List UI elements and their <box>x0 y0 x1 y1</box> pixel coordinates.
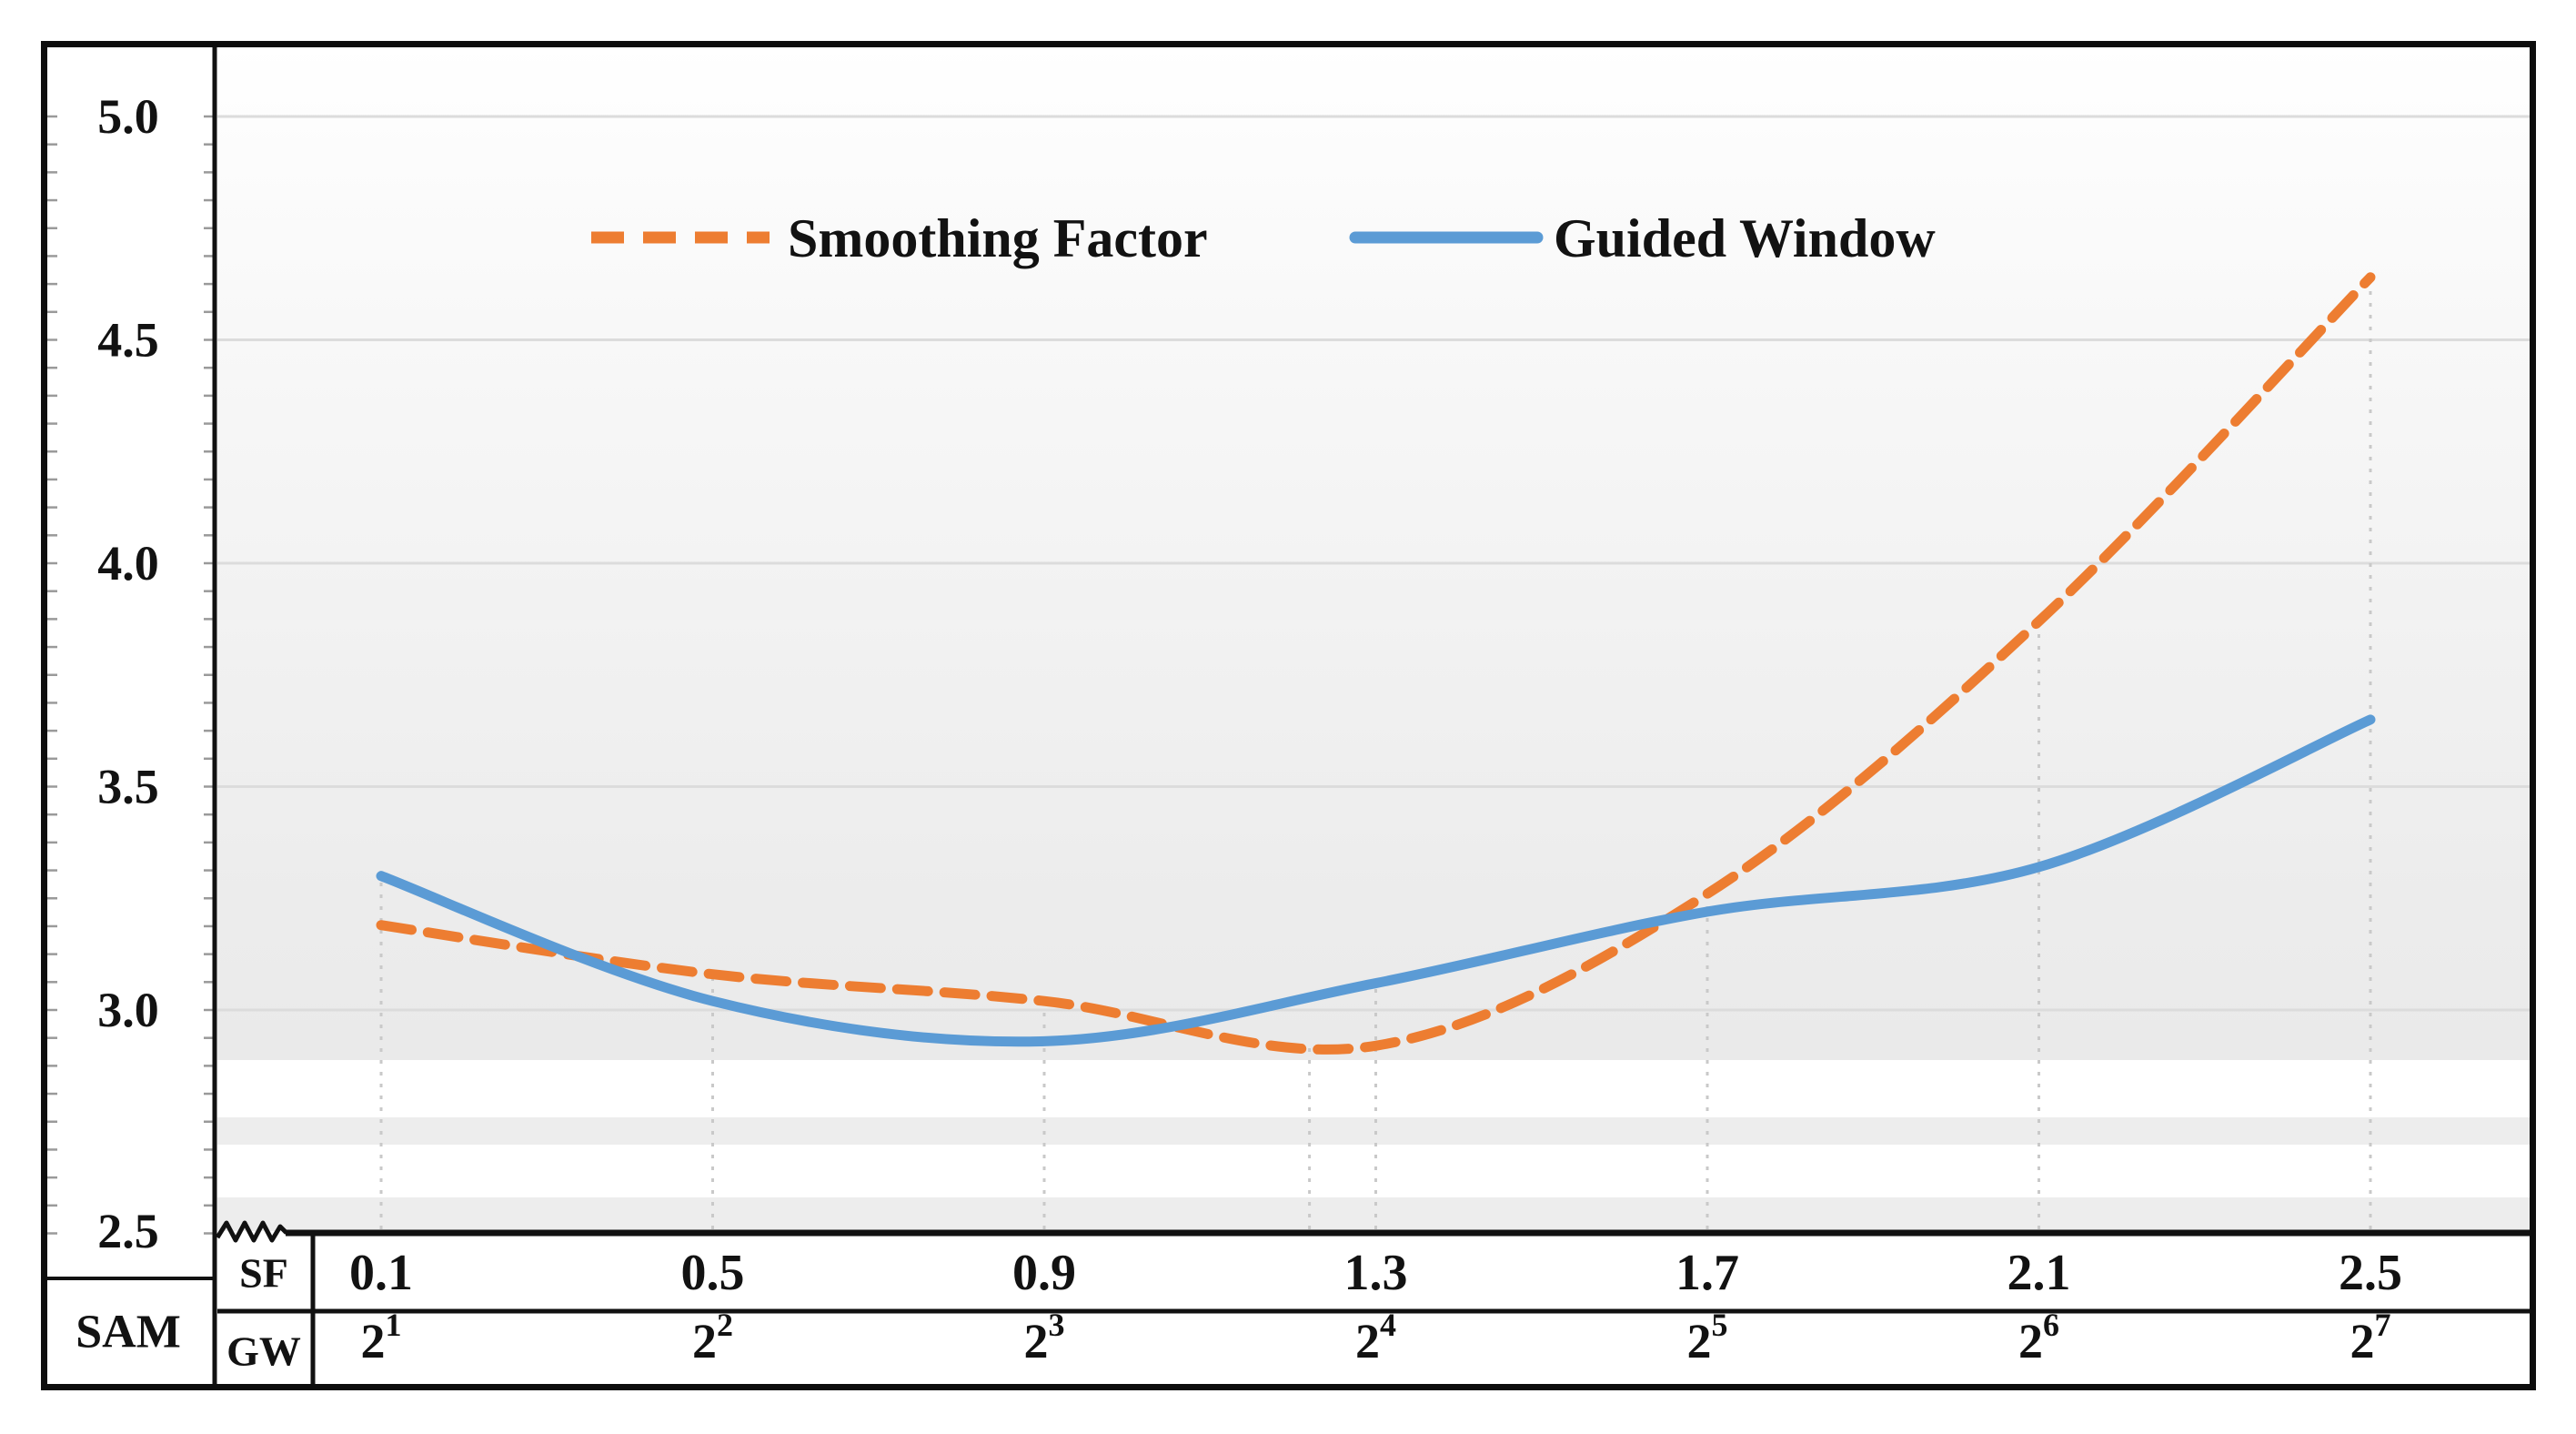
x-tick-label-sf-1.7: 1.7 <box>1675 1245 1739 1301</box>
x-tick-label-sf-0.9: 0.9 <box>1012 1245 1076 1301</box>
legend: Smoothing Factor Guided Window <box>591 208 1936 268</box>
x-tick-label-gw-2^1: 21 <box>361 1307 402 1368</box>
x-tick-label-gw-2^3: 23 <box>1024 1307 1065 1368</box>
y-tick-label-3.5: 3.5 <box>97 760 159 814</box>
series-curve-guided-window <box>376 714 2376 1047</box>
x-tick-label-gw-2^5: 25 <box>1687 1307 1728 1368</box>
y-axis-minor-ticks <box>47 115 214 1235</box>
x-tick-label-gw-2^4: 24 <box>1355 1307 1396 1368</box>
y-tick-label-5.0: 5.0 <box>97 89 159 144</box>
x-axis-row-gw-labels: 21 22 23 24 25 26 27 <box>361 1307 2391 1368</box>
legend-label-smoothing-factor: Smoothing Factor <box>788 208 1208 268</box>
y-tick-label-3.0: 3.0 <box>97 983 159 1037</box>
x-tick-label-gw-2^2: 22 <box>692 1307 733 1368</box>
x-tick-label-sf-1.3: 1.3 <box>1344 1245 1408 1301</box>
x-tick-label-gw-2^6: 26 <box>2018 1307 2059 1368</box>
series-curve-smoothing-factor <box>376 272 2376 1055</box>
y-tick-label-4.5: 4.5 <box>97 313 159 368</box>
plot-bg-band-white-2 <box>217 1145 2532 1197</box>
x-tick-label-sf-0.1: 0.1 <box>349 1245 413 1301</box>
x-tick-label-sf-2.5: 2.5 <box>2339 1245 2402 1301</box>
plot-bg-gradient <box>217 44 2532 1060</box>
x-axis-row-sf-labels: 0.1 0.5 0.9 1.3 1.7 2.1 2.5 <box>349 1245 2402 1301</box>
y-axis-title: SAM <box>75 1307 181 1358</box>
plot-background <box>217 44 2532 1231</box>
x-tick-label-sf-0.5: 0.5 <box>681 1245 745 1301</box>
y-tick-labels: 5.0 4.5 4.0 3.5 3.0 2.5 <box>97 89 159 1258</box>
outer-border <box>41 41 2536 1390</box>
x-tick-label-sf-2.1: 2.1 <box>2007 1245 2071 1301</box>
table-frame-lines <box>44 41 2534 1387</box>
series-curves <box>376 272 2376 1055</box>
y-tick-label-4.0: 4.0 <box>97 536 159 591</box>
axis-break-squiggle-icon <box>215 1220 288 1243</box>
legend-label-guided-window: Guided Window <box>1554 208 1936 268</box>
y-tick-label-2.5: 2.5 <box>97 1204 159 1258</box>
x-tick-label-gw-2^7: 27 <box>2350 1307 2391 1368</box>
row-header-sf: SF <box>239 1250 288 1297</box>
horizontal-gridlines <box>217 115 2532 1012</box>
row-header-gw: GW <box>226 1328 301 1375</box>
